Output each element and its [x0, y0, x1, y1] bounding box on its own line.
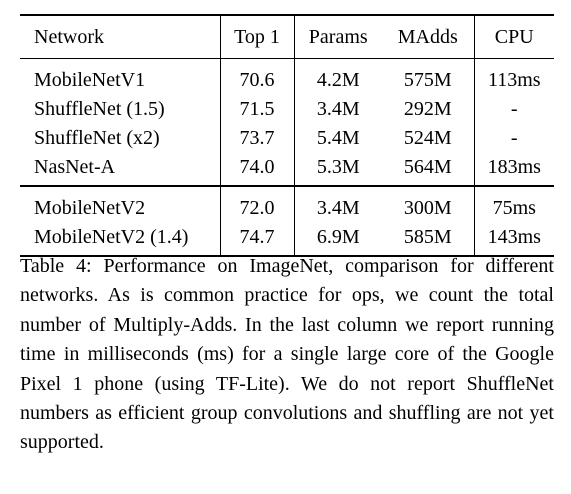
header-network: Network: [20, 14, 221, 59]
params-cell: 3.4M: [294, 185, 382, 222]
header-top1: Top 1: [220, 14, 295, 59]
results-table: Network Top 1 Params MAdds CPU MobileNet…: [20, 14, 554, 257]
cpu-cell: 183ms: [487, 155, 541, 178]
results-table-container: Network Top 1 Params MAdds CPU MobileNet…: [20, 14, 554, 257]
network-cell: ShuffleNet (x2): [20, 123, 221, 152]
madds-cell: 524M: [382, 123, 475, 152]
table-row: ShuffleNet (x2) 73.7 5.4M 524M -: [20, 123, 554, 152]
top1-cell: 74.7: [220, 222, 295, 257]
table-header-row: Network Top 1 Params MAdds CPU: [20, 14, 554, 59]
madds-cell: 575M: [382, 58, 475, 94]
params-cell: 5.4M: [316, 126, 360, 149]
madds-cell: 300M: [382, 185, 475, 222]
top1-cell: 74.0: [220, 152, 295, 186]
table-row: MobileNetV2 (1.4) 74.7 6.9M 585M 143ms: [20, 222, 554, 257]
table-row: NasNet-A 74.0 5.3M 564M 183ms: [20, 152, 554, 186]
header-params: Params: [294, 14, 382, 59]
cpu-cell: -: [510, 126, 518, 149]
network-cell: MobileNetV2: [20, 185, 221, 222]
table-caption: Table 4: Performance on ImageNet, compar…: [20, 255, 554, 454]
cpu-cell: 113ms: [487, 68, 541, 91]
madds-cell: 292M: [382, 94, 475, 123]
network-cell: MobileNetV2 (1.4): [20, 222, 221, 257]
network-cell: ShuffleNet (1.5): [20, 94, 221, 123]
top1-cell: 70.6: [220, 58, 295, 94]
cpu-cell: 75ms: [474, 185, 554, 222]
table-row: ShuffleNet (1.5) 71.5 3.4M 292M -: [20, 94, 554, 123]
params-cell: 5.3M: [316, 155, 360, 178]
params-cell: 6.9M: [294, 222, 382, 257]
top1-cell: 73.7: [220, 123, 295, 152]
top1-cell: 71.5: [220, 94, 295, 123]
table-body: MobileNetV1 70.6 4.2M 575M 113ms ShuffleNet (…: [20, 58, 554, 257]
top1-cell: 72.0: [220, 185, 295, 222]
header-madds: MAdds: [382, 14, 475, 59]
network-cell: NasNet-A: [20, 152, 221, 186]
madds-cell: 585M: [382, 222, 475, 257]
network-cell: MobileNetV1: [20, 58, 221, 94]
table-row: MobileNetV2 72.0 3.4M 300M 75ms: [20, 185, 554, 222]
params-cell: 4.2M: [316, 68, 360, 91]
cpu-cell: -: [510, 97, 518, 120]
madds-cell: 564M: [382, 152, 475, 186]
cpu-cell: 143ms: [474, 222, 554, 257]
params-cell: 3.4M: [316, 97, 360, 120]
table-row: MobileNetV1 70.6 4.2M 575M 113ms: [20, 58, 554, 94]
header-cpu: CPU: [474, 14, 554, 59]
